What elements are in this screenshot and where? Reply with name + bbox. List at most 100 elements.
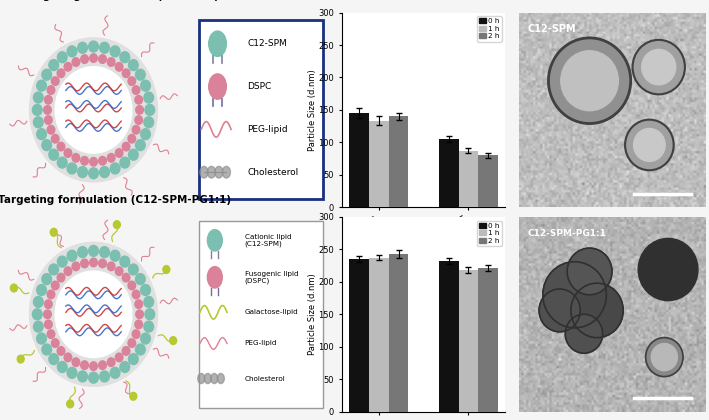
Circle shape bbox=[113, 221, 121, 228]
Circle shape bbox=[107, 58, 115, 66]
Y-axis label: Particle Size (d.nm): Particle Size (d.nm) bbox=[308, 273, 317, 355]
Circle shape bbox=[67, 46, 77, 57]
Circle shape bbox=[30, 38, 157, 182]
Circle shape bbox=[89, 245, 99, 256]
Bar bbox=[389, 254, 408, 412]
Circle shape bbox=[57, 346, 65, 355]
Circle shape bbox=[207, 267, 223, 288]
Circle shape bbox=[565, 314, 603, 353]
Circle shape bbox=[81, 55, 89, 63]
Circle shape bbox=[17, 355, 24, 363]
Circle shape bbox=[33, 309, 42, 320]
Circle shape bbox=[135, 344, 145, 355]
Circle shape bbox=[136, 310, 143, 318]
Circle shape bbox=[81, 259, 89, 268]
Circle shape bbox=[64, 63, 72, 71]
Circle shape bbox=[30, 242, 157, 386]
Circle shape bbox=[144, 117, 154, 128]
Circle shape bbox=[78, 42, 87, 53]
Circle shape bbox=[37, 129, 46, 139]
Bar bbox=[369, 258, 389, 412]
Circle shape bbox=[634, 129, 665, 161]
Circle shape bbox=[110, 46, 120, 57]
Circle shape bbox=[144, 297, 154, 307]
Text: C12-SPM: C12-SPM bbox=[528, 24, 576, 34]
Circle shape bbox=[11, 284, 17, 292]
Circle shape bbox=[122, 346, 130, 355]
Circle shape bbox=[145, 309, 155, 320]
Circle shape bbox=[169, 337, 177, 344]
Circle shape bbox=[78, 371, 87, 382]
Circle shape bbox=[128, 264, 138, 275]
Circle shape bbox=[99, 157, 106, 165]
Circle shape bbox=[57, 362, 67, 373]
Circle shape bbox=[567, 248, 612, 295]
Circle shape bbox=[33, 297, 43, 307]
Circle shape bbox=[144, 92, 154, 103]
Circle shape bbox=[72, 58, 79, 66]
Circle shape bbox=[128, 339, 135, 347]
Circle shape bbox=[128, 354, 138, 365]
Circle shape bbox=[122, 142, 130, 151]
Circle shape bbox=[110, 250, 120, 261]
Circle shape bbox=[99, 259, 106, 268]
Circle shape bbox=[136, 106, 143, 114]
Circle shape bbox=[215, 166, 223, 178]
Bar bbox=[350, 113, 369, 207]
Bar bbox=[439, 261, 459, 412]
Circle shape bbox=[128, 134, 135, 143]
Circle shape bbox=[45, 95, 52, 104]
Bar bbox=[459, 151, 479, 207]
Circle shape bbox=[49, 264, 59, 275]
Circle shape bbox=[52, 134, 59, 143]
Circle shape bbox=[42, 344, 52, 355]
Circle shape bbox=[140, 333, 150, 344]
Circle shape bbox=[207, 230, 223, 251]
Circle shape bbox=[72, 358, 79, 367]
Circle shape bbox=[135, 140, 145, 151]
Circle shape bbox=[45, 116, 52, 124]
Circle shape bbox=[42, 140, 52, 151]
Circle shape bbox=[72, 154, 79, 162]
Circle shape bbox=[55, 67, 132, 153]
Circle shape bbox=[638, 239, 698, 301]
Circle shape bbox=[64, 353, 72, 362]
Circle shape bbox=[42, 273, 52, 284]
Circle shape bbox=[44, 106, 51, 114]
Bar bbox=[459, 270, 479, 412]
Circle shape bbox=[89, 168, 99, 179]
Circle shape bbox=[208, 31, 226, 56]
Circle shape bbox=[128, 281, 135, 290]
Circle shape bbox=[135, 69, 145, 80]
Circle shape bbox=[217, 373, 224, 383]
Circle shape bbox=[120, 52, 130, 63]
FancyBboxPatch shape bbox=[199, 221, 323, 408]
Circle shape bbox=[48, 290, 55, 299]
Circle shape bbox=[646, 338, 683, 377]
Circle shape bbox=[100, 371, 109, 382]
Circle shape bbox=[33, 105, 42, 116]
Circle shape bbox=[37, 333, 46, 344]
Text: Cholesterol: Cholesterol bbox=[247, 168, 298, 177]
Circle shape bbox=[99, 361, 106, 370]
Circle shape bbox=[561, 51, 618, 111]
Circle shape bbox=[128, 149, 138, 160]
Circle shape bbox=[90, 258, 97, 267]
Circle shape bbox=[89, 372, 99, 383]
Circle shape bbox=[120, 256, 130, 267]
Bar bbox=[369, 121, 389, 207]
Circle shape bbox=[571, 283, 623, 338]
FancyBboxPatch shape bbox=[199, 21, 323, 200]
Bar bbox=[479, 155, 498, 207]
Circle shape bbox=[140, 285, 150, 296]
Circle shape bbox=[55, 271, 132, 357]
Text: PEG-lipid: PEG-lipid bbox=[245, 341, 277, 346]
Text: Cationic lipid
(C12-SPM): Cationic lipid (C12-SPM) bbox=[245, 234, 291, 247]
Circle shape bbox=[52, 77, 59, 85]
Circle shape bbox=[100, 247, 109, 257]
Circle shape bbox=[135, 320, 143, 329]
Text: C12-SPM: C12-SPM bbox=[247, 39, 287, 48]
Circle shape bbox=[116, 149, 123, 158]
Circle shape bbox=[49, 60, 59, 71]
Circle shape bbox=[122, 273, 130, 282]
